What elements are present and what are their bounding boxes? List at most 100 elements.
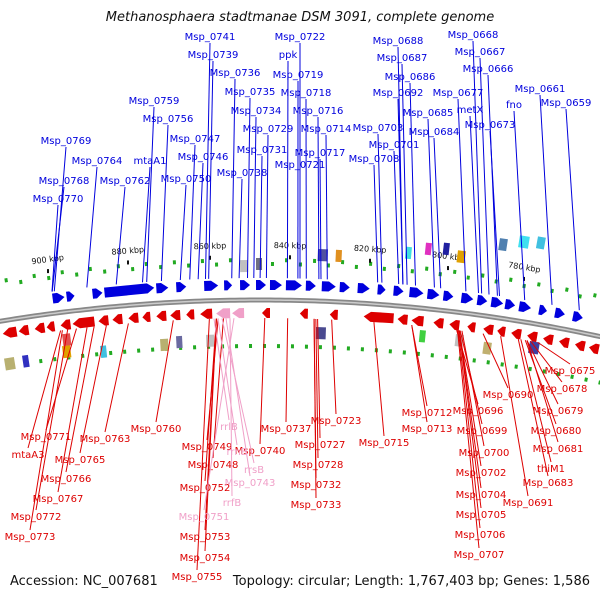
- gc-dot-outer: [19, 279, 23, 285]
- forward-gene-label: Msp_0769: [41, 136, 92, 147]
- rrna-gene: [216, 308, 231, 319]
- forward-gene-label: Msp_0708: [349, 154, 400, 165]
- gc-dot-inner: [193, 345, 197, 350]
- forward-gene: [321, 281, 336, 292]
- rrna-gene-label: rrlB: [220, 422, 238, 433]
- reverse-gene: [483, 324, 494, 336]
- gc-dot-outer: [537, 282, 541, 287]
- reverse-gene-label: Msp_0733: [291, 500, 342, 511]
- rrna-gene-label: rrfB: [223, 498, 242, 509]
- feature-block: [335, 249, 342, 263]
- reverse-gene-leader: [457, 330, 480, 549]
- forward-gene: [92, 288, 103, 299]
- forward-gene-label: Msp_0759: [129, 96, 180, 107]
- forward-gene-label: Msp_0661: [515, 84, 566, 95]
- forward-gene-label: Msp_0764: [72, 156, 123, 167]
- reverse-gene-label: Msp_0675: [545, 366, 596, 377]
- forward-gene-label: Msp_0721: [275, 160, 326, 171]
- gc-dot-outer: [396, 263, 401, 269]
- feature-block: [62, 333, 72, 347]
- gc-dot-outer: [4, 278, 8, 283]
- forward-gene: [460, 292, 474, 304]
- forward-gene-leader: [160, 124, 169, 282]
- reverse-gene-leader: [104, 323, 129, 433]
- forward-gene-label: Msp_0685: [403, 108, 454, 119]
- feature-block: [535, 236, 546, 250]
- forward-gene-label: Msp_0729: [243, 124, 294, 135]
- reverse-gene-leader: [45, 328, 77, 431]
- forward-gene-leader: [238, 178, 243, 279]
- feature-block: [3, 357, 16, 371]
- reverse-gene-label: Msp_0760: [131, 424, 182, 435]
- gc-dot-inner: [137, 348, 141, 353]
- gc-dot-outer: [60, 270, 64, 275]
- reverse-gene-label: Msp_0678: [537, 384, 588, 395]
- reverse-gene-label: Msp_0772: [11, 512, 62, 523]
- reverse-gene-label: Msp_0681: [533, 444, 584, 455]
- feature-block: [206, 334, 215, 347]
- gc-dot-outer: [130, 266, 135, 272]
- forward-gene-label: Msp_0770: [33, 194, 84, 205]
- forward-gene: [285, 280, 302, 291]
- reverse-gene: [156, 310, 167, 321]
- scale-tick-label: 820 kbp: [354, 244, 387, 255]
- reverse-gene-leader: [331, 319, 337, 415]
- scale-tick-mark: [209, 255, 211, 260]
- forward-gene-leader: [409, 82, 416, 286]
- gc-dot-inner: [486, 360, 490, 365]
- forward-gene-leader: [205, 42, 211, 279]
- reverse-gene: [2, 326, 18, 338]
- forward-gene: [240, 280, 251, 291]
- rrna-gene-label: Msp_0751: [179, 512, 230, 523]
- gc-dot-outer: [228, 258, 232, 263]
- forward-gene-leader: [197, 162, 204, 280]
- gc-dot-outer: [172, 260, 176, 265]
- gc-dot-outer: [200, 258, 204, 264]
- forward-gene-leader: [489, 130, 500, 297]
- scale-tick-label: 780 kbp: [508, 260, 542, 274]
- gc-dot-outer: [509, 277, 513, 282]
- forward-gene-label: Msp_0659: [541, 98, 592, 109]
- reverse-gene: [170, 309, 181, 321]
- reverse-gene-label: Msp_0683: [523, 478, 574, 489]
- scale-tick-mark: [47, 269, 49, 274]
- reverse-gene: [411, 315, 424, 327]
- forward-gene-label: Msp_0734: [231, 106, 282, 117]
- forward-gene: [426, 288, 440, 300]
- forward-gene-label: fno: [506, 100, 522, 111]
- forward-gene-label: Msp_0731: [237, 145, 288, 156]
- forward-gene-leader: [189, 144, 196, 280]
- scale-tick-mark: [447, 266, 449, 271]
- reverse-gene-label: Msp_0753: [180, 532, 231, 543]
- gc-dot-inner: [151, 347, 155, 352]
- forward-gene-leader: [247, 97, 251, 279]
- gc-dot-outer: [88, 266, 92, 272]
- reverse-gene: [128, 312, 139, 323]
- gc-dot-inner: [304, 344, 308, 349]
- reverse-gene-label: Msp_0700: [459, 448, 510, 459]
- reverse-gene-label: Msp_0705: [456, 510, 507, 521]
- feature-block: [255, 257, 263, 271]
- reverse-gene: [299, 308, 308, 319]
- reverse-gene-label: Msp_0715: [359, 438, 410, 449]
- forward-gene-leader: [265, 134, 269, 279]
- reverse-gene: [72, 316, 96, 329]
- gc-dot-outer: [593, 293, 597, 298]
- forward-gene: [224, 280, 233, 291]
- feature-block: [22, 354, 30, 368]
- gc-dot-inner: [584, 377, 588, 382]
- gc-dot-inner: [276, 344, 280, 349]
- forward-gene-label: Msp_0736: [210, 68, 261, 79]
- reverse-gene-label: Msp_0696: [453, 406, 504, 417]
- forward-gene-leader: [427, 118, 435, 288]
- reverse-gene-label: Msp_0712: [402, 408, 453, 419]
- reverse-gene-label: Msp_0737: [261, 424, 312, 435]
- reverse-gene-leader: [285, 318, 289, 423]
- forward-gene: [377, 284, 386, 295]
- gc-dot-outer: [354, 264, 358, 269]
- forward-gene-label: Msp_0667: [455, 47, 506, 58]
- forward-gene-label: Msp_0687: [377, 53, 428, 64]
- gc-dot-outer: [410, 269, 414, 274]
- forward-gene: [490, 296, 504, 308]
- reverse-gene: [397, 314, 408, 325]
